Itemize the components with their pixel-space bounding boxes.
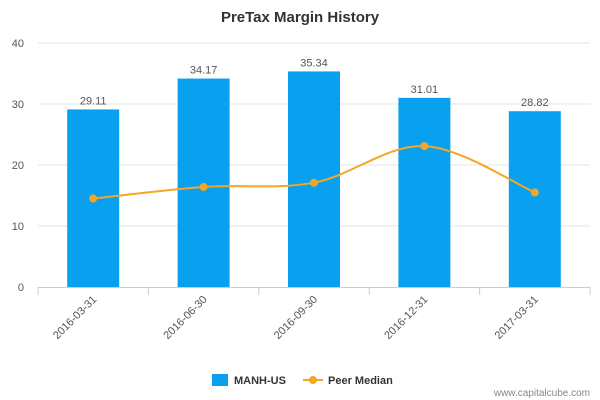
bar-data-label: 31.01 xyxy=(411,84,439,96)
x-tick-label: 2017-03-31 xyxy=(493,294,541,342)
bar-data-labels: 29.11 34.17 35.34 31.01 28.82 xyxy=(80,57,549,109)
legend-label-peer-median: Peer Median xyxy=(328,375,393,387)
x-axis-labels: 2016-03-31 2016-06-30 2016-09-30 2016-12-31… xyxy=(51,294,541,342)
legend-item-peer-median[interactable]: Peer Median xyxy=(303,375,393,387)
peer-median-point xyxy=(89,194,98,203)
y-tick-label: 40 xyxy=(12,38,24,50)
bar-data-label: 35.34 xyxy=(300,57,328,69)
x-axis-tick-marks xyxy=(37,287,591,295)
bar-data-label: 34.17 xyxy=(190,65,218,77)
x-tick-label: 2016-09-30 xyxy=(272,294,320,342)
chart-title: PreTax Margin History xyxy=(221,9,380,26)
peer-median-point xyxy=(530,188,539,197)
y-tick-label: 0 xyxy=(18,282,24,294)
y-tick-label: 10 xyxy=(12,221,24,233)
bar xyxy=(177,78,230,287)
peer-median-point xyxy=(420,142,429,151)
legend[interactable]: MANH-US Peer Median xyxy=(212,374,393,387)
legend-swatch-bar xyxy=(212,374,228,386)
bar-data-label: 28.82 xyxy=(521,97,549,109)
bar-data-label: 29.11 xyxy=(80,95,107,107)
legend-item-manh-us[interactable]: MANH-US xyxy=(212,374,286,387)
peer-median-point xyxy=(199,182,208,191)
bar xyxy=(398,97,451,288)
x-tick-label: 2016-03-31 xyxy=(51,294,99,342)
y-tick-label: 30 xyxy=(12,99,24,111)
y-tick-label: 20 xyxy=(12,160,24,172)
legend-swatch-marker xyxy=(309,376,317,384)
x-tick-label: 2016-12-31 xyxy=(382,294,430,342)
peer-median-point xyxy=(310,178,318,187)
y-axis-ticks: 0 10 20 30 40 xyxy=(12,38,24,294)
bar xyxy=(508,111,561,287)
x-tick-label: 2016-06-30 xyxy=(161,294,209,342)
credit-text: www.capitalcube.com xyxy=(493,388,590,399)
peer-median-points xyxy=(89,142,539,203)
legend-label-manh-us: MANH-US xyxy=(234,375,286,387)
